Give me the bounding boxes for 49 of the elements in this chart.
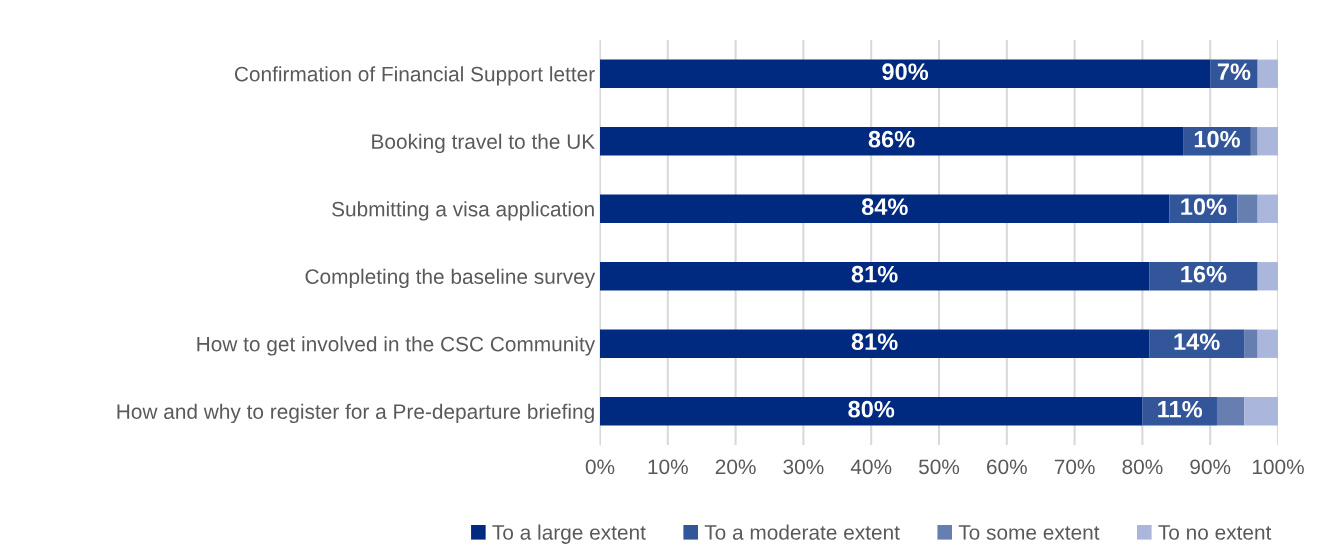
legend-label: To some extent — [958, 525, 1100, 540]
x-tick-label: 40% — [850, 459, 892, 475]
bar — [600, 397, 1143, 426]
bar — [1250, 127, 1258, 156]
bar — [600, 262, 1150, 291]
x-tick-label: 20% — [715, 459, 756, 475]
x-tick-label: 80% — [1122, 459, 1163, 475]
bar — [600, 127, 1184, 156]
data-label: 80% — [848, 400, 895, 418]
data-label: 81% — [851, 265, 898, 283]
x-tick-label: 60% — [987, 459, 1027, 475]
data-label: 10% — [1194, 130, 1240, 148]
data-label: 90% — [882, 63, 929, 81]
legend-label: To a moderate extent — [704, 524, 900, 540]
bar — [1257, 59, 1278, 88]
data-label: 86% — [868, 130, 915, 148]
y-tick-label: Completing the baseline survey — [305, 268, 596, 289]
y-tick-label: Booking travel to the UK — [372, 133, 595, 154]
bar — [1257, 329, 1278, 358]
y-tick-label: How to get involved in the CSC Community — [197, 336, 596, 356]
bar — [1244, 329, 1258, 358]
data-label: 84% — [861, 198, 908, 216]
data-label: 81% — [851, 333, 898, 351]
x-tick-label: 10% — [648, 459, 688, 475]
y-tick-label: Confirmation of Financial Support letter — [234, 66, 595, 86]
data-label: 14% — [1174, 333, 1220, 351]
y-tick-label: How and why to register for a Pre-departure briefing — [117, 403, 594, 424]
y-tick-label: Submitting a visa application — [332, 201, 594, 221]
x-tick-label: 50% — [918, 459, 960, 475]
bar — [1216, 397, 1245, 426]
bar — [1257, 127, 1278, 156]
bar — [1237, 194, 1258, 223]
x-tick-label: 70% — [1054, 459, 1095, 475]
x-tick-label: 90% — [1190, 459, 1231, 475]
data-label: 10% — [1181, 198, 1227, 216]
bar — [1257, 262, 1278, 291]
bar — [600, 59, 1211, 88]
bar — [600, 194, 1170, 223]
data-label: 16% — [1181, 265, 1227, 283]
legend-label: To no extent — [1158, 525, 1272, 540]
x-tick-label: 30% — [783, 459, 824, 475]
bar — [1257, 194, 1278, 223]
x-tick-label: 100% — [1252, 459, 1304, 475]
data-label: 7% — [1217, 63, 1251, 81]
legend-label: To a large extent — [492, 524, 646, 544]
x-tick-label: 0% — [585, 459, 615, 475]
bar — [600, 329, 1150, 358]
bar — [1244, 397, 1278, 426]
data-label: 11% — [1158, 400, 1203, 418]
